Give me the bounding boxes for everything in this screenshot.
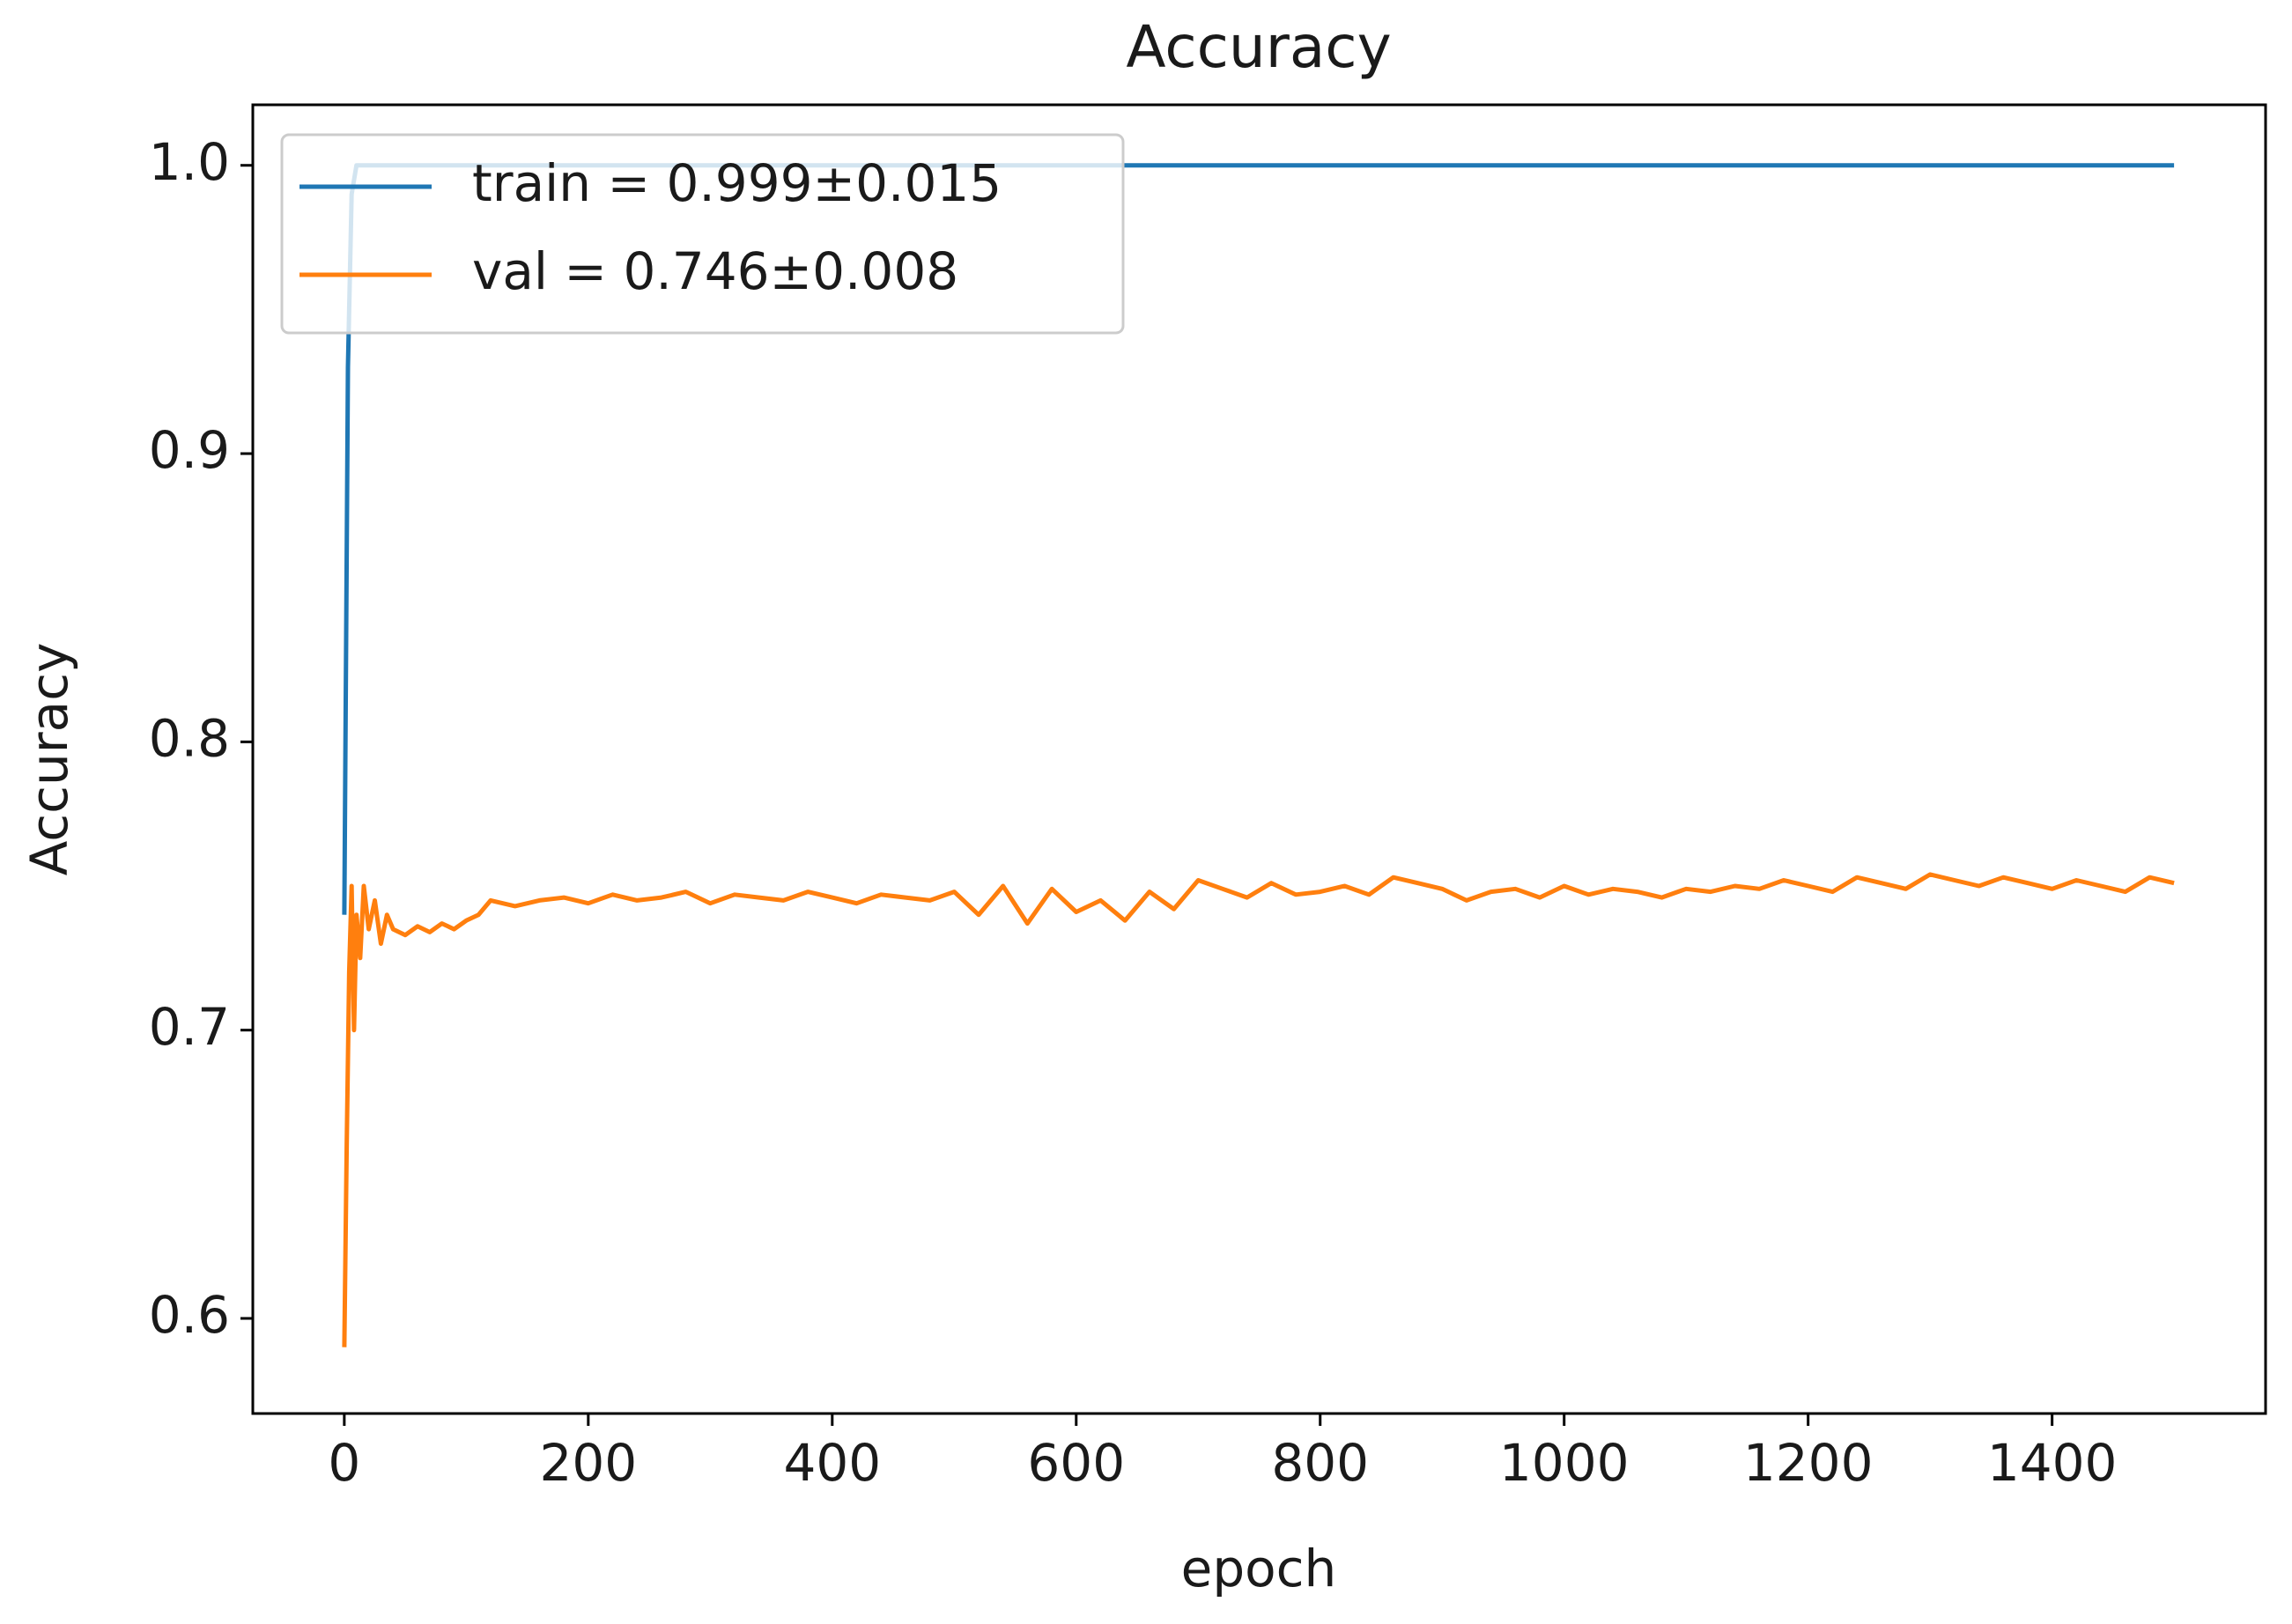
- x-tick-label: 1200: [1743, 1433, 1874, 1493]
- x-tick-label: 1400: [1987, 1433, 2118, 1493]
- x-axis-label: epoch: [1181, 1539, 1337, 1598]
- x-tick-label: 400: [783, 1433, 881, 1493]
- y-tick-label: 0.9: [149, 420, 230, 480]
- legend-label: val = 0.746±0.008: [472, 241, 958, 301]
- y-tick-label: 0.8: [149, 708, 230, 768]
- y-tick-label: 0.6: [149, 1285, 230, 1345]
- x-tick-label: 200: [539, 1433, 637, 1493]
- axes-frame: [251, 103, 2267, 1415]
- x-tick-label: 0: [328, 1433, 360, 1493]
- line-series: [342, 872, 2175, 1347]
- chart-title: Accuracy: [1126, 13, 1391, 81]
- y-tick-label: 1.0: [149, 132, 230, 192]
- legend-label: train = 0.999±0.015: [472, 153, 1002, 213]
- legend-box: [280, 133, 1125, 335]
- plot-area: [342, 163, 2175, 1347]
- y-tick-label: 0.7: [149, 997, 230, 1057]
- x-tick-label: 1000: [1499, 1433, 1630, 1493]
- x-tick-label: 600: [1027, 1433, 1125, 1493]
- x-tick-label: 800: [1271, 1433, 1369, 1493]
- y-axis-label: Accuracy: [19, 643, 79, 876]
- legend: train = 0.999±0.015 val = 0.746±0.008: [280, 133, 1125, 335]
